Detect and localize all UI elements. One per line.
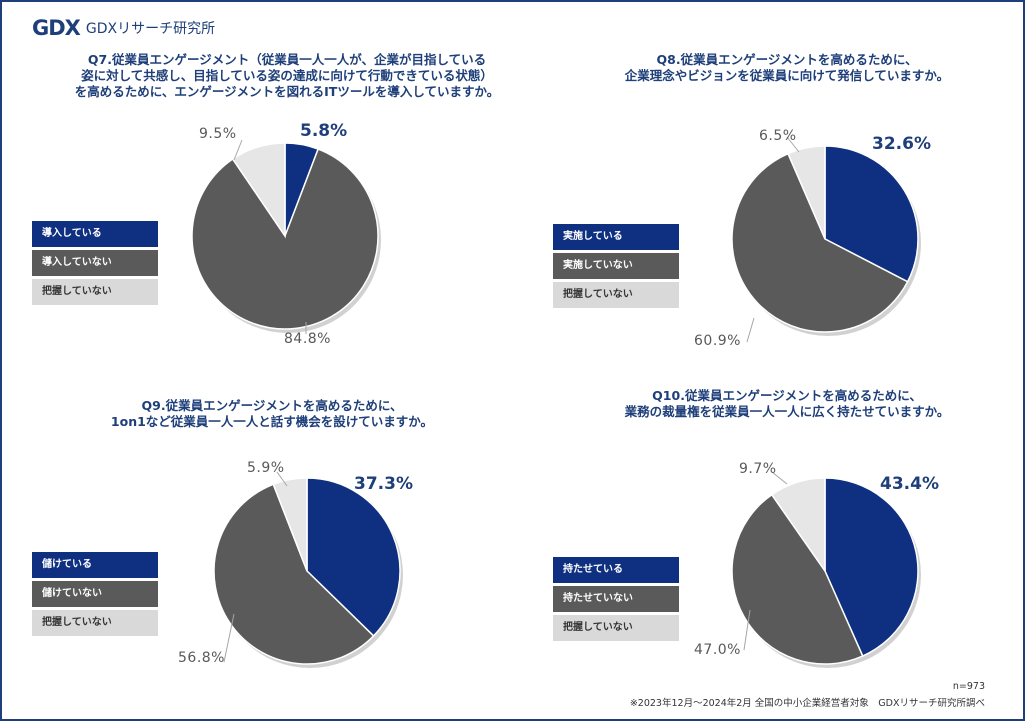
slice-no xyxy=(731,152,909,333)
q9-value-no: 56.8% xyxy=(178,650,225,666)
leader-line xyxy=(233,139,243,161)
legend-item-no: 導入していない xyxy=(32,250,158,276)
q7-pie-chart xyxy=(191,139,381,334)
brand: GDX GDXリサーチ研究所 xyxy=(32,16,215,40)
q7-value-yes: 5.8% xyxy=(300,121,348,141)
slice-no xyxy=(191,148,379,330)
q7-title-line: 姿に対して共感し、目指している姿の達成に向けて行動できている状態） xyxy=(81,68,493,83)
legend-item-yes: 持たせている xyxy=(553,557,679,583)
q10-value-no: 47.0% xyxy=(694,642,741,658)
q9-value-unknown: 5.9% xyxy=(247,460,285,476)
legend-item-no: 持たせていない xyxy=(553,586,679,612)
q7-value-unknown: 9.5% xyxy=(199,126,237,142)
legend-item-unknown: 把握していない xyxy=(553,282,679,308)
q8-legend: 実施している 実施していない 把握していない xyxy=(553,224,679,311)
leader-line xyxy=(746,317,755,343)
slice-unknown xyxy=(787,145,826,240)
q9-title-line: Q9.従業員エンゲージメントを高めるために、 xyxy=(141,398,403,413)
q7-value-no: 84.8% xyxy=(284,331,331,347)
sample-size: n=973 xyxy=(952,681,985,692)
leader-line xyxy=(771,471,788,485)
q7-title-line: Q7.従業員エンゲージメント（従業員一人一人が、企業が目指している xyxy=(87,52,487,67)
q8-value-yes: 32.6% xyxy=(872,134,931,154)
gdx-logo: GDX xyxy=(32,16,81,40)
q7-title-line: を高めるために、エンゲージメントを図れるITツールを導入していますか。 xyxy=(74,84,500,99)
q10-legend: 持たせている 持たせていない 把握していない xyxy=(553,557,679,644)
q7-legend: 導入している 導入していない 把握していない xyxy=(32,221,158,308)
q8-title: Q8.従業員エンゲージメントを高めるために、 企業理念やビジョンを従業員に向けて… xyxy=(562,52,1012,84)
q8-title-line: 企業理念やビジョンを従業員に向けて発信していますか。 xyxy=(624,68,950,83)
q8-value-no: 60.9% xyxy=(694,333,741,349)
q10-value-yes: 43.4% xyxy=(880,474,939,494)
q9-title-line: 1on1など従業員一人一人と話す機会を設けていますか。 xyxy=(110,414,434,429)
brand-name: GDXリサーチ研究所 xyxy=(85,21,216,37)
q10-pie-chart xyxy=(731,471,921,668)
leader-line xyxy=(276,471,288,487)
slice-no xyxy=(731,493,864,665)
legend-item-no: 実施していない xyxy=(553,253,679,279)
slice-yes xyxy=(306,477,401,637)
q9-value-yes: 37.3% xyxy=(354,474,413,494)
legend-item-unknown: 把握していない xyxy=(32,279,158,305)
slice-unknown xyxy=(231,142,286,239)
legend-item-unknown: 把握していない xyxy=(553,615,679,641)
q10-title: Q10.従業員エンゲージメントを高めるために、 業務の裁量権を従業員一人一人に広… xyxy=(562,388,1012,420)
q9-title: Q9.従業員エンゲージメントを高めるために、 1on1など従業員一人一人と話す機… xyxy=(42,398,502,430)
q7-title: Q7.従業員エンゲージメント（従業員一人一人が、企業が目指している 姿に対して共… xyxy=(42,52,532,100)
legend-item-yes: 実施している xyxy=(553,224,679,250)
q8-pie-chart xyxy=(731,136,921,343)
leader-line xyxy=(223,613,235,663)
q8-value-unknown: 6.5% xyxy=(759,128,797,144)
legend-item-yes: 導入している xyxy=(32,221,158,247)
survey-note: ※2023年12月～2024年2月 全国の中小企業経営者対象 GDXリサーチ研究… xyxy=(629,698,985,709)
slice-unknown xyxy=(770,477,826,574)
leader-line xyxy=(786,136,800,153)
q8-title-line: Q8.従業員エンゲージメントを高めるために、 xyxy=(656,52,918,67)
slice-unknown xyxy=(272,477,308,572)
slice-no xyxy=(213,483,375,665)
slice-yes xyxy=(824,145,919,283)
slice-yes xyxy=(824,477,919,658)
q10-title-line: 業務の裁量権を従業員一人一人に広く持たせていますか。 xyxy=(624,404,950,419)
legend-item-no: 儲けていない xyxy=(32,581,158,607)
leader-line xyxy=(743,609,751,651)
q9-legend: 儲けている 儲けていない 把握していない xyxy=(32,552,158,639)
legend-item-unknown: 把握していない xyxy=(32,610,158,636)
q10-title-line: Q10.従業員エンゲージメントを高めるために、 xyxy=(652,388,922,403)
q10-value-unknown: 9.7% xyxy=(739,461,777,477)
q9-pie-chart xyxy=(213,471,403,668)
legend-item-yes: 儲けている xyxy=(32,552,158,578)
